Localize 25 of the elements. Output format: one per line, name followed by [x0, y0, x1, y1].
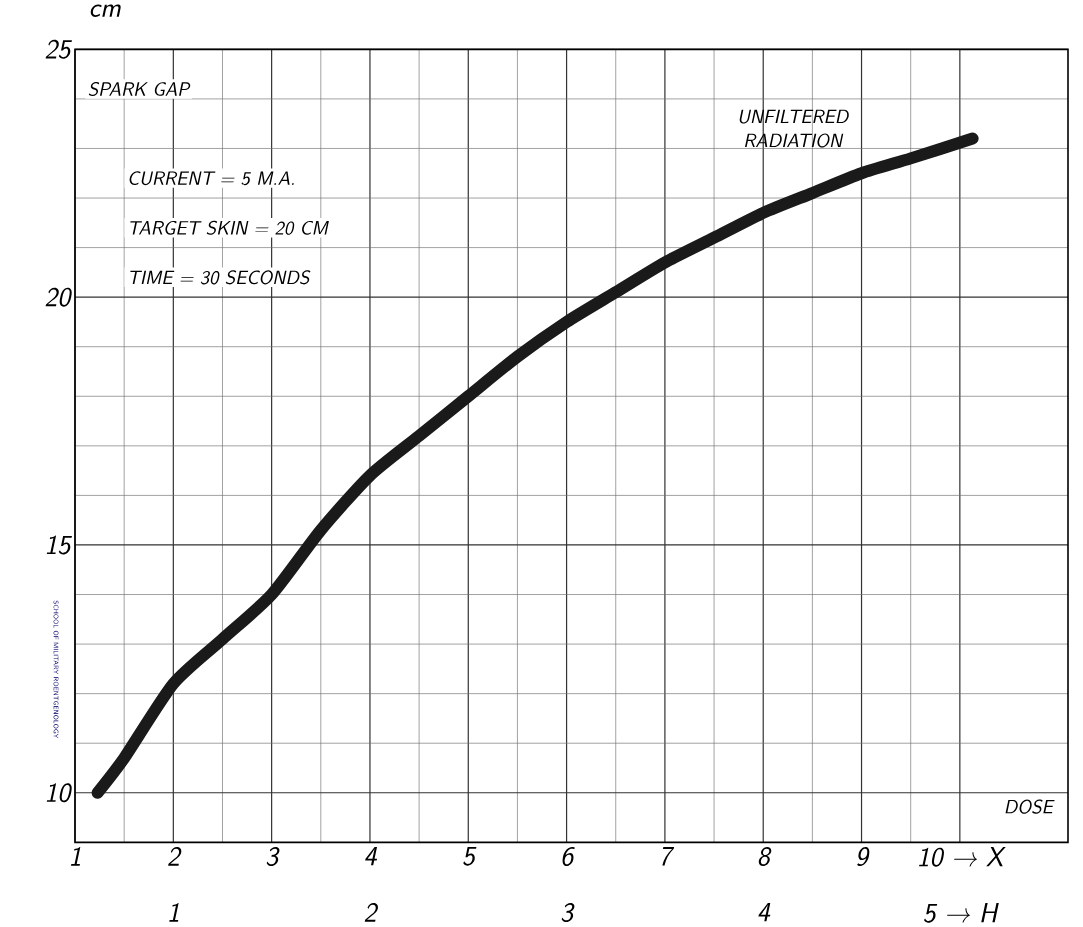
x-tick-label: 8: [758, 847, 772, 867]
x-tick-label: 10 → X: [919, 847, 1006, 867]
x2-tick-label: 1: [169, 903, 179, 922]
x2-tick-label: 5 → H: [923, 903, 999, 923]
x2-tick-label: 4: [758, 903, 771, 922]
annotation: CURRENT = 5 M.A.: [129, 171, 294, 186]
annotation: TARGET SKIN = 20 CM: [130, 220, 329, 235]
x-axis-title: DOSE: [1005, 799, 1055, 814]
y-tick-label: 15: [46, 535, 72, 555]
y-tick-label: 25: [45, 39, 72, 59]
y-tick-label: 20: [45, 287, 72, 307]
x-tick-label: 7: [662, 847, 675, 866]
x2-tick-label: 2: [364, 903, 378, 922]
x-tick-label: 9: [857, 847, 870, 867]
x-tick-label: 6: [562, 847, 575, 867]
y-tick-label: 10: [46, 783, 72, 803]
x-tick-label: 4: [365, 847, 378, 866]
x-tick-label: 1: [70, 847, 81, 866]
x-tick-label: 5: [463, 847, 477, 866]
annotation: SPARK GAP: [88, 81, 191, 96]
x-tick-label: 2: [168, 847, 182, 866]
x-tick-label: 3: [266, 847, 280, 867]
y-axis-title: cm: [90, 4, 121, 17]
x2-tick-label: 3: [561, 903, 575, 923]
annotation: TIME = 30 SECONDS: [130, 270, 311, 285]
